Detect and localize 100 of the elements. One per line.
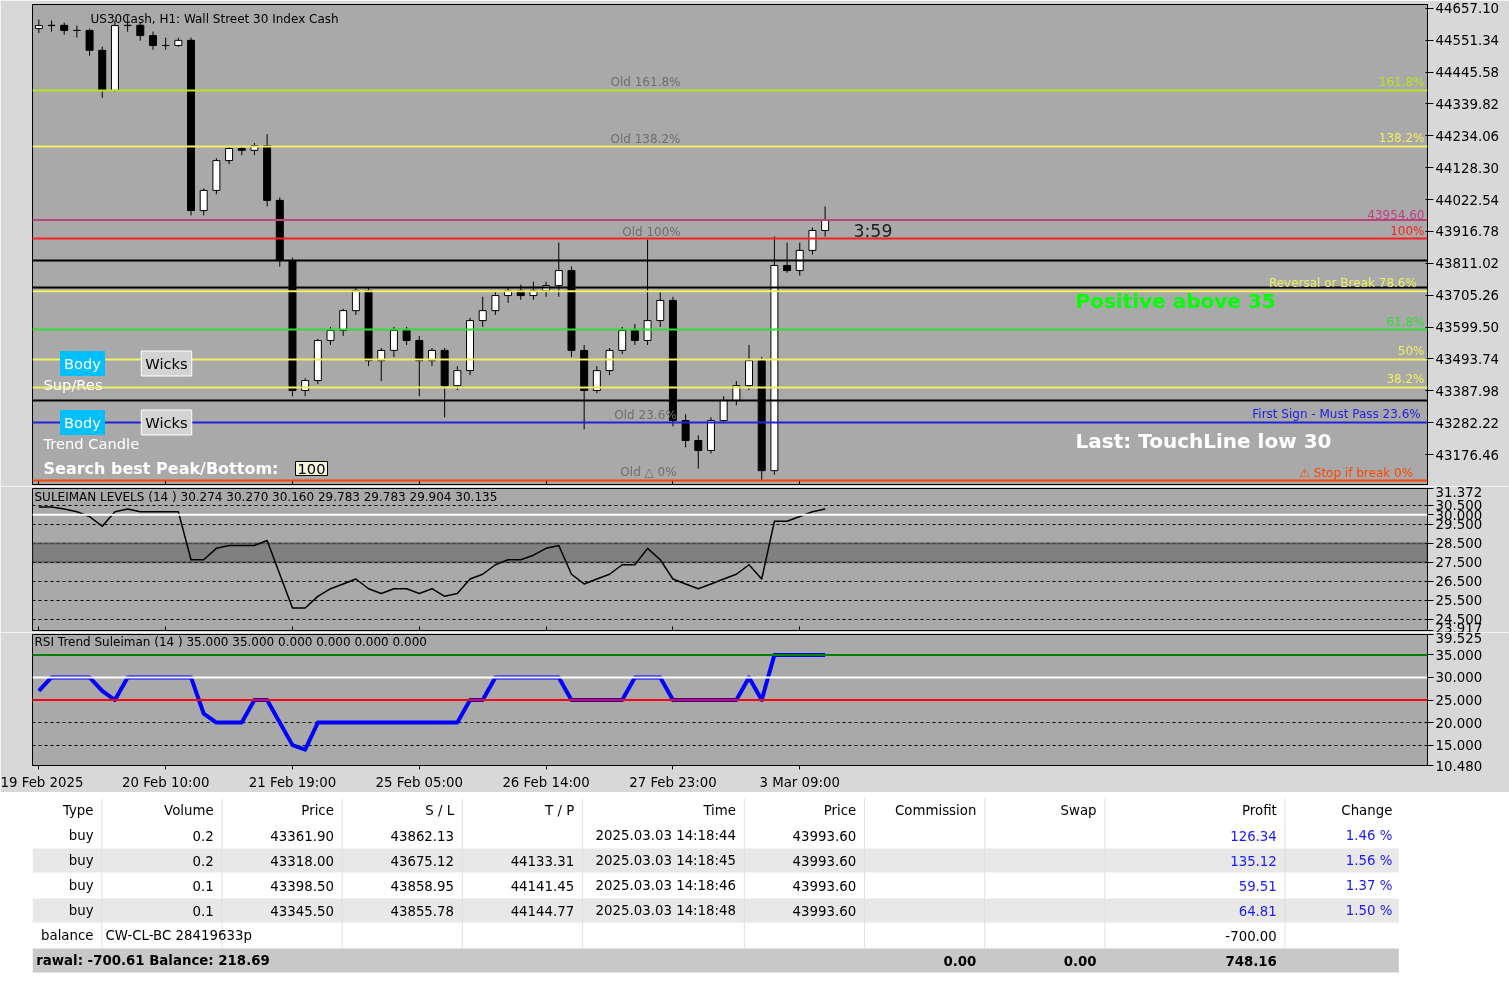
candlestick (225, 145, 234, 165)
text: 43361.90 (270, 828, 334, 844)
annotation: Old 161.8% (610, 74, 681, 89)
text: buy (68, 903, 94, 918)
y-tick-label: 43387.98 (1435, 383, 1500, 399)
annotation: 161.8% (1378, 75, 1425, 90)
chart-title: SULEIMAN LEVELS (14 ) 30.274 30.270 30.160 29.783 29.783 29.904 30.135 (34, 489, 498, 504)
text: 2025.03.03 14:18:48 (595, 903, 737, 918)
x-tick-label: 3 Mar 09:00 (759, 774, 841, 790)
text: Swap (1060, 803, 1097, 818)
candlestick (148, 31, 157, 51)
text: 43862.13 (390, 828, 455, 844)
text: buy (68, 853, 94, 868)
text: 43993.60 (792, 828, 857, 844)
x-tick-label: 20 Feb 10:00 (121, 774, 210, 790)
y-tick-label: 25.000 (1435, 693, 1483, 709)
candlestick (478, 296, 487, 328)
candlestick (339, 308, 348, 337)
annotation: 100% (1390, 223, 1425, 238)
text: -700.00 (1225, 928, 1277, 944)
y-tick-label: 44657.10 (1435, 1, 1500, 17)
text: 1.56 % (1345, 853, 1393, 868)
candlestick (85, 28, 94, 57)
y-tick-label: 10.480 (1435, 758, 1483, 774)
candlestick (656, 290, 665, 328)
candlestick (681, 413, 690, 448)
text: 64.81 (1238, 903, 1277, 919)
y-tick-label: 30.000 (1435, 670, 1483, 686)
candlestick (47, 19, 56, 33)
candlestick (326, 326, 335, 346)
text: 43398.50 (270, 878, 334, 894)
text: 2025.03.03 14:18:44 (595, 828, 737, 843)
text: 44144.77 (510, 903, 575, 919)
chart-title: RSI Trend Suleiman (14 ) 35.000 35.000 0.000 0.000 0.000 0.000 (34, 635, 427, 650)
text: CW-CL-BC 28419633p (105, 928, 252, 943)
annotation: Body (64, 355, 102, 372)
y-tick-label: 43705.26 (1435, 288, 1500, 304)
text: 43993.60 (792, 853, 857, 869)
x-tick-label: 19 Feb 2025 (0, 774, 84, 790)
candlestick (199, 187, 208, 216)
annotation: Old 100% (622, 224, 681, 239)
y-tick-label: 43599.50 (1435, 320, 1500, 336)
y-tick-label: 43916.78 (1435, 224, 1500, 240)
candlestick (402, 326, 411, 346)
candlestick (491, 290, 500, 316)
text: Profit (1242, 803, 1277, 818)
y-tick-label: 44445.58 (1435, 65, 1500, 81)
text: 0.00 (1063, 953, 1097, 969)
candlestick (694, 434, 703, 470)
text: 43858.95 (390, 878, 455, 894)
annotation: 100 (297, 459, 326, 477)
annotation: ⚠ Stop if break 0% (1299, 465, 1414, 480)
text: balance (41, 928, 94, 943)
annotation: Old 138.2% (610, 131, 681, 146)
annotation: Positive above 35 (1075, 288, 1276, 313)
annotation: First Sign - Must Pass 23.6% (1252, 407, 1421, 422)
y-tick-label: 25.500 (1435, 593, 1483, 609)
text: S / L (425, 803, 455, 818)
text: 2025.03.03 14:18:46 (595, 878, 737, 893)
y-tick-label: 31.372 (1435, 484, 1483, 500)
text: 59.51 (1238, 878, 1277, 894)
y-tick-label: 27.500 (1435, 555, 1483, 571)
text: 0.1 (192, 903, 214, 919)
text: buy (68, 878, 94, 893)
candlestick (453, 365, 462, 391)
text: Time (702, 803, 737, 818)
text: 43855.78 (390, 903, 455, 919)
y-tick-label: 15.000 (1435, 738, 1483, 754)
text: 748.16 (1225, 953, 1277, 969)
text: Volume (164, 803, 214, 818)
x-tick-label: 25 Feb 05:00 (375, 774, 464, 790)
text: 0.1 (192, 878, 214, 894)
text: 135.12 (1230, 853, 1277, 869)
y-tick-label: 43493.74 (1435, 351, 1500, 367)
text: Price (301, 803, 334, 818)
annotation: 61.8% (1386, 314, 1425, 329)
y-tick-label: 44022.54 (1435, 192, 1500, 208)
annotation: Trend Candle (42, 435, 140, 452)
y-tick-label: 44128.30 (1435, 160, 1500, 176)
annotation: Wicks (145, 414, 188, 431)
y-tick-label: 44339.82 (1435, 96, 1500, 112)
y-tick-label: 44234.06 (1435, 128, 1500, 144)
y-tick-label: 44551.34 (1435, 33, 1500, 49)
annotation: 138.2% (1378, 131, 1425, 146)
candlestick (808, 226, 817, 256)
y-tick-label: 28.500 (1435, 536, 1483, 552)
text: 1.37 % (1345, 878, 1393, 893)
x-tick-label: 21 Feb 19:00 (248, 774, 337, 790)
x-tick-label: 26 Feb 14:00 (502, 774, 590, 790)
y-tick-label: 43811.02 (1435, 256, 1500, 272)
text: 43318.00 (270, 853, 334, 869)
text: 1.46 % (1345, 828, 1393, 843)
y-tick-label: 35.000 (1435, 647, 1483, 663)
y-tick-label: 20.000 (1435, 715, 1483, 731)
text: 44141.45 (510, 878, 575, 894)
annotation: 38.2% (1386, 372, 1425, 387)
candlestick (592, 365, 601, 394)
text: Commission (895, 803, 977, 818)
text: 0.2 (192, 828, 214, 844)
text: 44133.31 (510, 853, 575, 869)
